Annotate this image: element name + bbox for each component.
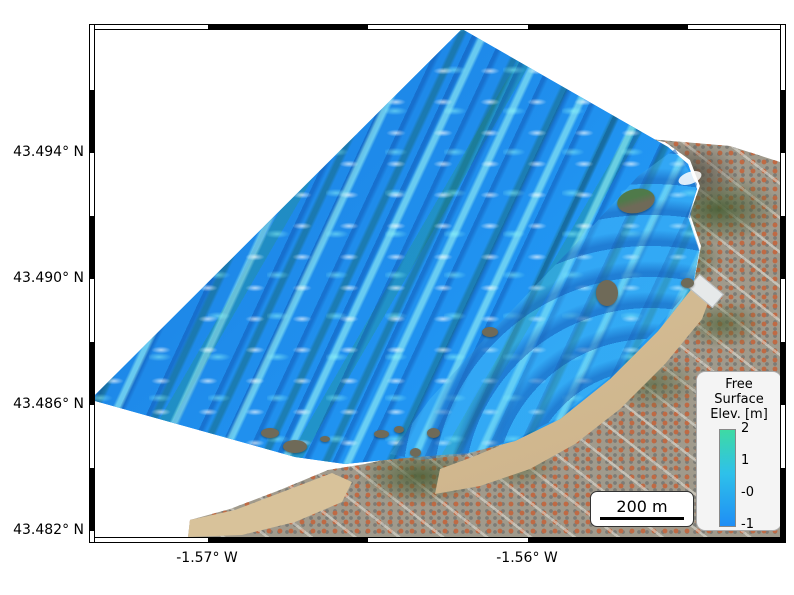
colorbar-tick: -0: [741, 485, 754, 500]
islet: [596, 280, 618, 306]
islet: [283, 440, 307, 453]
islet: [681, 278, 694, 288]
y-axis-tick-label: 43.490° N: [13, 270, 84, 286]
colorbar-legend: Free Surface Elev. [m] 2 1 -0 -1: [696, 371, 782, 532]
colorbar-gradient: [719, 429, 736, 527]
map-frame-right: [780, 24, 786, 543]
y-axis-tick-label: 43.494° N: [13, 144, 84, 160]
map-frame-bottom: [89, 537, 786, 543]
colorbar-tick: 2: [741, 421, 750, 436]
colorbar-title-line: Surface: [714, 392, 764, 407]
colorbar-tick: -1: [741, 517, 754, 532]
colorbar-title-line: Elev. [m]: [710, 407, 768, 422]
colorbar-title-line: Free: [725, 377, 753, 392]
colorbar-ticks: 2 1 -0 -1: [741, 422, 771, 532]
colorbar-title: Free Surface Elev. [m]: [697, 377, 781, 422]
map-frame-left: [89, 24, 95, 543]
colorbar-tick: 1: [741, 453, 750, 468]
scale-bar: 200 m: [590, 491, 694, 527]
islet: [427, 428, 440, 438]
islet: [374, 430, 389, 438]
scale-bar-label: 200 m: [616, 496, 668, 516]
scale-bar-line: [600, 516, 684, 521]
y-axis-tick-label: 43.486° N: [13, 396, 84, 412]
y-axis-tick-label: 43.482° N: [13, 522, 84, 538]
map-plot-area: Free Surface Elev. [m] 2 1 -0 -1 200 m: [90, 24, 782, 537]
map-frame-top: [89, 24, 786, 30]
islet: [394, 426, 404, 433]
islet: [410, 448, 421, 457]
islet: [261, 428, 279, 438]
islet: [320, 436, 330, 442]
x-axis-tick-label: -1.57° W: [176, 550, 238, 566]
x-axis-tick-label: -1.56° W: [496, 550, 558, 566]
islet: [482, 327, 498, 337]
